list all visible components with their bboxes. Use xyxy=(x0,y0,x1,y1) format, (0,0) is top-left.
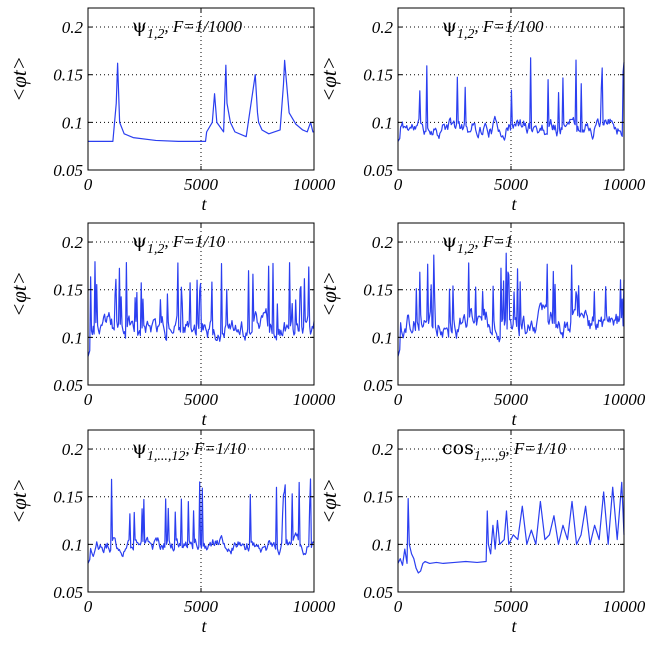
y-tick-label: 0.05 xyxy=(53,161,83,180)
y-tick-label: 0.05 xyxy=(53,583,83,602)
x-tick-label: 10000 xyxy=(603,175,646,194)
panel-title: ψ1,2, F=1/1000 xyxy=(132,15,242,42)
x-tick-label: 5000 xyxy=(184,597,219,616)
y-tick-label: 0.05 xyxy=(363,583,393,602)
y-axis-label: <φt> xyxy=(317,56,341,102)
series-line xyxy=(87,261,315,357)
y-tick-label: 0.2 xyxy=(62,233,84,252)
y-axis-label: <φt> xyxy=(7,56,31,102)
x-axis-label: t xyxy=(201,409,207,429)
panel-title: ψ1,2, F=1/10 xyxy=(132,230,225,257)
x-tick-label: 5000 xyxy=(184,175,219,194)
panel-4: 0.05 0.1 0.15 0.2 0 5000 10000 t <φt> ψ1,2, F=1 xyxy=(317,222,646,429)
panel-title: cos1,...,9, F=1/10 xyxy=(442,437,566,464)
y-tick-label: 0.15 xyxy=(53,281,83,300)
x-tick-label: 5000 xyxy=(494,390,529,409)
x-tick-label: 5000 xyxy=(494,597,529,616)
series-line xyxy=(397,252,625,357)
y-tick-label: 0.1 xyxy=(372,113,393,132)
y-tick-label: 0.2 xyxy=(62,440,84,459)
x-tick-label: 10000 xyxy=(603,390,646,409)
y-tick-label: 0.15 xyxy=(363,488,393,507)
y-tick-label: 0.1 xyxy=(372,535,393,554)
x-tick-label: 5000 xyxy=(494,175,529,194)
panel-title: ψ1,2, F=1 xyxy=(442,230,513,257)
series-line xyxy=(397,481,625,574)
y-tick-label: 0.05 xyxy=(363,161,393,180)
y-tick-label: 0.2 xyxy=(372,233,394,252)
y-axis-label: <φt> xyxy=(317,478,341,524)
y-tick-label: 0.2 xyxy=(62,18,84,37)
series-line xyxy=(397,57,625,142)
x-tick-label: 0 xyxy=(394,390,403,409)
panel-2: 0.05 0.1 0.15 0.2 0 5000 10000 t <φt> ψ1,2, F=1/1… xyxy=(317,7,646,214)
y-tick-label: 0.2 xyxy=(372,18,394,37)
x-axis-label: t xyxy=(511,616,517,636)
x-axis-label: t xyxy=(511,409,517,429)
x-axis-label: t xyxy=(201,194,207,214)
y-tick-label: 0.2 xyxy=(372,440,394,459)
y-tick-label: 0.15 xyxy=(53,66,83,85)
x-tick-label: 0 xyxy=(84,175,93,194)
x-axis-label: t xyxy=(201,616,207,636)
panel-1: 0.05 0.1 0.15 0.2 0 5000 10000 t <φt> ψ1,2, F=1/1… xyxy=(7,7,336,214)
x-tick-label: 0 xyxy=(84,390,93,409)
y-tick-label: 0.15 xyxy=(363,66,393,85)
y-tick-label: 0.15 xyxy=(363,281,393,300)
x-tick-label: 10000 xyxy=(293,597,336,616)
x-tick-label: 0 xyxy=(84,597,93,616)
panel-6: 0.05 0.1 0.15 0.2 0 5000 10000 t <φt> cos1,...,9,… xyxy=(317,429,646,636)
panel-5: 0.05 0.1 0.15 0.2 0 5000 10000 t <φt> ψ1,...,12, … xyxy=(7,429,336,636)
y-tick-label: 0.05 xyxy=(53,376,83,395)
x-tick-label: 0 xyxy=(394,597,403,616)
y-tick-label: 0.15 xyxy=(53,488,83,507)
panel-title: ψ1,...,12, F=1/10 xyxy=(132,437,246,464)
panel-3: 0.05 0.1 0.15 0.2 0 5000 10000 t <φt> ψ1,2, F=1/1… xyxy=(7,222,336,429)
series-line xyxy=(88,59,314,143)
y-tick-label: 0.1 xyxy=(62,113,83,132)
series-line xyxy=(87,478,315,564)
x-tick-label: 0 xyxy=(394,175,403,194)
y-tick-label: 0.1 xyxy=(62,535,83,554)
y-tick-label: 0.1 xyxy=(62,328,83,347)
x-tick-label: 10000 xyxy=(603,597,646,616)
y-axis-label: <φt> xyxy=(7,478,31,524)
y-axis-label: <φt> xyxy=(7,271,31,317)
x-tick-label: 10000 xyxy=(293,390,336,409)
y-tick-label: 0.1 xyxy=(372,328,393,347)
x-tick-label: 5000 xyxy=(184,390,219,409)
y-tick-label: 0.05 xyxy=(363,376,393,395)
panel-title: ψ1,2, F=1/100 xyxy=(442,15,544,42)
y-axis-label: <φt> xyxy=(317,271,341,317)
x-tick-label: 10000 xyxy=(293,175,336,194)
x-axis-label: t xyxy=(511,194,517,214)
